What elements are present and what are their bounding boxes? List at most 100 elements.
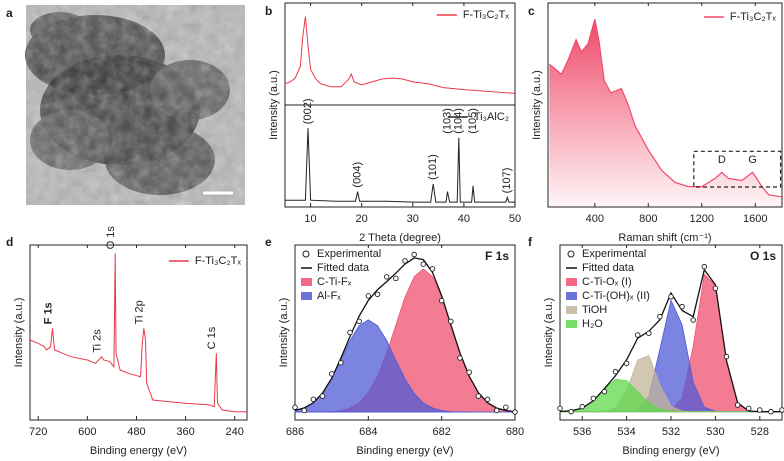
band-label: D (718, 154, 726, 166)
x-tick-label: 10 (304, 213, 316, 225)
x-tick-label: 528 (751, 426, 769, 438)
data-point (679, 303, 685, 310)
x-tick-label: 530 (706, 426, 724, 438)
x-tick-label: 800 (639, 213, 657, 225)
x-tick-label: 480 (127, 426, 145, 438)
x-tick-label: 30 (407, 213, 419, 225)
data-point (374, 291, 381, 298)
legend-label: Fitted data (582, 262, 635, 274)
y-axis-title: Intensity (a.u.) (531, 70, 543, 140)
legend-marker (301, 278, 312, 286)
legend-marker (567, 250, 575, 258)
panel-title: O 1s (750, 249, 776, 263)
data-point (768, 408, 774, 415)
panel-label: f (528, 235, 533, 249)
panel-label: b (265, 4, 272, 18)
legend-label: Experimental (582, 248, 646, 260)
data-point (328, 371, 335, 377)
data-point (723, 353, 730, 360)
panel-title: F 1s (485, 249, 509, 263)
x-tick-label: 20 (356, 213, 368, 225)
legend-label: Experimental (317, 248, 381, 260)
fit-line (294, 257, 516, 413)
panel-label: c (528, 4, 535, 18)
peak-label: (105) (467, 108, 479, 134)
legend-marker (302, 250, 310, 258)
data-point (457, 355, 463, 361)
data-point (301, 407, 307, 414)
x-tick-label: 682 (432, 426, 450, 438)
legend-label: H₂O (582, 318, 603, 330)
legend-label: C-Ti-(OH)ₓ (II) (582, 290, 650, 302)
raman-area (549, 19, 782, 207)
x-tick-label: 50 (509, 213, 521, 225)
data-point (402, 258, 408, 264)
y-axis-title: Intensity (a.u.) (13, 298, 25, 368)
y-axis-title: Intensity (a.u.) (268, 70, 280, 140)
peak-label: Ti 2p (134, 300, 146, 324)
data-point (657, 313, 663, 320)
legend-label: Fitted data (317, 262, 370, 274)
peak-label: (107) (501, 168, 513, 194)
x-tick-label: 720 (29, 426, 47, 438)
peak-label: (104) (453, 108, 465, 134)
data-point (690, 317, 696, 323)
legend-label: Ti₃AlC₂ (474, 111, 509, 123)
x-tick-label: 680 (506, 426, 524, 438)
data-point (420, 261, 427, 267)
xps-survey-line (29, 253, 247, 413)
data-point (319, 393, 326, 399)
legend-marker (566, 320, 577, 328)
legend-label: C-Ti-Fₓ (317, 276, 352, 288)
x-tick-label: 534 (617, 426, 635, 438)
data-point (757, 407, 763, 413)
plot-frame (29, 244, 248, 421)
x-axis-title: Raman shift (cm⁻¹) (618, 232, 711, 244)
legend-label: F-Ti₃C₂Tₓ (463, 9, 510, 21)
plot-frame (294, 244, 516, 421)
x-axis-title: 2 Theta (degree) (359, 232, 441, 244)
data-point (568, 408, 574, 415)
data-point (734, 402, 741, 408)
data-point (503, 404, 509, 411)
data-point (512, 409, 518, 415)
peak-label: (004) (351, 162, 363, 188)
x-axis-title: Binding energy (eV) (90, 445, 187, 457)
data-point (429, 266, 436, 272)
data-point (411, 251, 417, 258)
peak-label: C 1s (206, 326, 218, 349)
data-point (466, 369, 472, 376)
x-axis-title: Binding energy (eV) (622, 445, 719, 457)
data-point (365, 293, 372, 299)
data-point (646, 330, 652, 337)
peak-label: (101) (427, 154, 439, 180)
data-point (634, 332, 641, 338)
x-tick-label: 1600 (743, 213, 767, 225)
xrd-line (284, 16, 516, 94)
data-point (579, 403, 585, 410)
x-tick-label: 600 (78, 426, 96, 438)
peak-label: O 1s (105, 226, 117, 250)
data-point (338, 359, 344, 366)
legend-marker (566, 292, 577, 300)
panel-label: a (6, 6, 13, 20)
x-tick-label: 40 (458, 213, 470, 225)
legend-label: Al-Fₓ (317, 290, 341, 302)
x-tick-label: 1200 (690, 213, 714, 225)
xrd-line (285, 128, 515, 203)
x-tick-label: 536 (573, 426, 591, 438)
legend-marker (301, 292, 312, 300)
x-tick-label: 686 (286, 426, 304, 438)
data-point (623, 360, 630, 367)
panel-label: d (6, 235, 13, 249)
x-axis-title: Binding energy (eV) (356, 445, 453, 457)
peak-label: F 1s (42, 302, 54, 324)
data-point (590, 395, 597, 402)
x-tick-label: 684 (359, 426, 377, 438)
legend-label: F-Ti₃C₂Tₓ (195, 255, 242, 267)
data-point (612, 368, 619, 375)
band-label: G (748, 154, 757, 166)
y-axis-title: Intensity (a.u.) (278, 298, 290, 368)
data-point (712, 285, 719, 292)
